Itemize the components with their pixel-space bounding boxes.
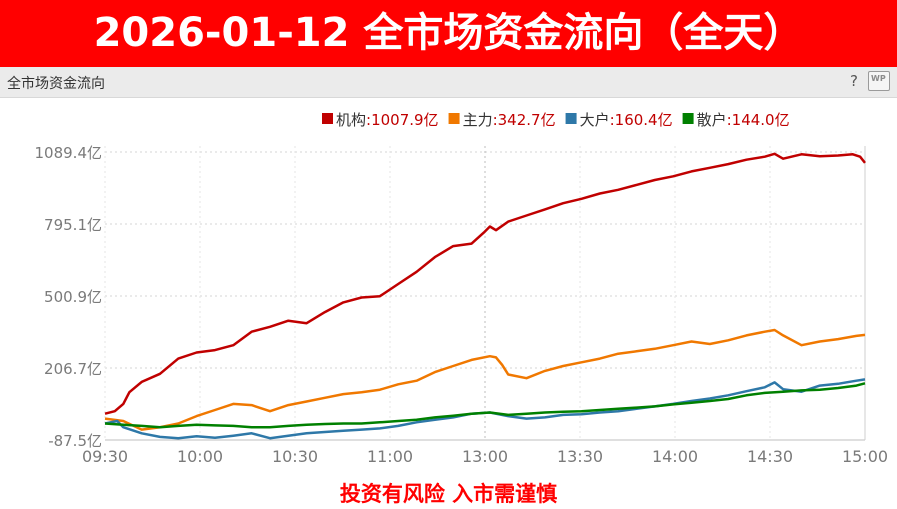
legend-series-value: :1007.9亿: [366, 111, 439, 129]
legend-label: 主力:342.7亿: [463, 111, 556, 129]
help-icon[interactable]: ?: [850, 72, 858, 90]
series-line-机构: [104, 152, 866, 415]
legend-series-name: 主力: [463, 111, 493, 129]
y-tick-label: -87.5亿: [48, 432, 102, 450]
legend-swatch: [448, 113, 460, 124]
x-tick-label: 15:00: [842, 447, 888, 466]
x-tick-label: 11:00: [367, 447, 413, 466]
legend-series-name: 大户: [580, 111, 610, 129]
legend-series-name: 散户: [697, 111, 727, 129]
legend-item-主力[interactable]: 主力:342.7亿: [448, 111, 556, 129]
legend[interactable]: 机构:1007.9亿 主力:342.7亿 大户:160.4亿 散户:144.0亿: [322, 111, 790, 129]
legend-label: 机构:1007.9亿: [336, 111, 439, 129]
legend-item-机构[interactable]: 机构:1007.9亿: [322, 111, 439, 129]
y-tick-label: 1089.4亿: [35, 144, 103, 162]
legend-series-value: :144.0亿: [727, 111, 790, 129]
y-tick-label: 206.7亿: [44, 360, 102, 378]
legend-item-大户[interactable]: 大户:160.4亿: [565, 111, 673, 129]
legend-swatch: [322, 113, 333, 124]
legend-series-value: :342.7亿: [493, 111, 556, 129]
series-line-主力: [104, 328, 866, 431]
x-tick-label: 10:30: [272, 447, 318, 466]
y-tick-label: 795.1亿: [44, 216, 102, 234]
risk-warning: 投资有风险 入市需谨慎: [339, 482, 558, 506]
legend-series-value: :160.4亿: [610, 111, 673, 129]
series-line-散户: [104, 382, 866, 429]
legend-item-散户[interactable]: 散户:144.0亿: [682, 111, 790, 129]
y-tick-label: 500.9亿: [44, 288, 102, 306]
legend-swatch: [565, 113, 577, 124]
panel-title: 全市场资金流向: [7, 76, 105, 92]
x-tick-label: 13:30: [557, 447, 603, 466]
x-tick-label: 10:00: [177, 447, 223, 466]
x-tick-label: 13:00: [462, 447, 508, 466]
legend-series-name: 机构: [336, 111, 366, 129]
wp-icon[interactable]: WP: [868, 71, 890, 91]
banner-title: 2026-01-12 全市场资金流向（全天）: [0, 0, 897, 67]
legend-swatch: [682, 113, 694, 124]
wp-icon-label: WP: [871, 74, 886, 83]
x-tick-label: 14:00: [652, 447, 698, 466]
x-tick-label: 14:30: [747, 447, 793, 466]
x-tick-label: 09:30: [82, 447, 128, 466]
legend-label: 大户:160.4亿: [580, 111, 673, 129]
series-lines: [104, 152, 866, 440]
panel-header: 全市场资金流向 ? WP: [0, 67, 897, 98]
legend-label: 散户:144.0亿: [697, 111, 790, 129]
